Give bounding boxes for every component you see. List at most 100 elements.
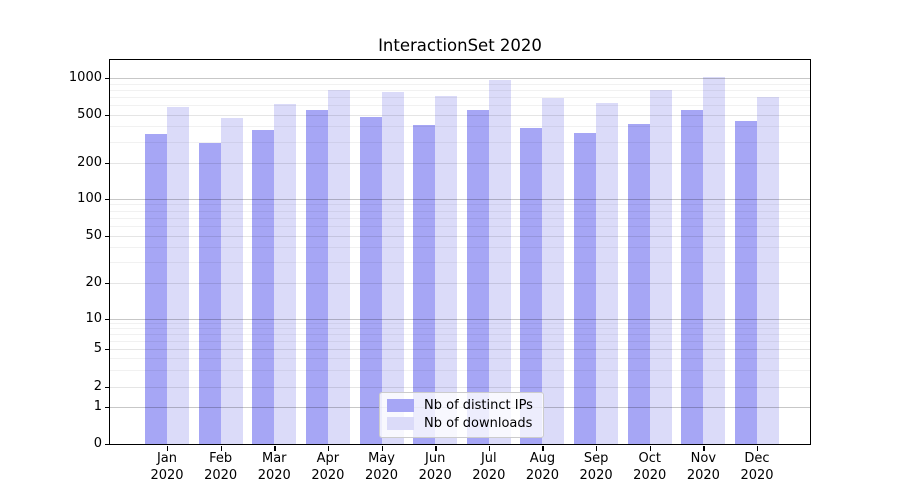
y-tick-label: 5 bbox=[93, 341, 102, 356]
x-tick-year: 2020 bbox=[150, 467, 184, 483]
x-tick-mark bbox=[756, 446, 759, 451]
y-tick-mark bbox=[105, 318, 109, 320]
bar-nb-of-downloads bbox=[220, 118, 243, 444]
x-tick-mark bbox=[327, 446, 330, 451]
bar-nb-of-downloads bbox=[488, 80, 511, 444]
x-tick-year: 2020 bbox=[257, 467, 291, 483]
bar-nb-of-distinct-ips bbox=[520, 127, 543, 444]
x-tick-label: Nov 2020 bbox=[671, 451, 735, 484]
x-tick-year: 2020 bbox=[418, 467, 452, 483]
x-tick-year: 2020 bbox=[579, 467, 613, 483]
gridline bbox=[110, 96, 810, 98]
bar-nb-of-distinct-ips bbox=[198, 143, 221, 444]
x-tick-mark bbox=[703, 446, 705, 451]
x-tick-month: Jun bbox=[425, 451, 446, 466]
bar-nb-of-downloads bbox=[381, 92, 404, 444]
y-tick-label: 1 bbox=[93, 399, 102, 414]
x-tick-label: Apr 2020 bbox=[296, 451, 360, 484]
bar-nb-of-downloads bbox=[542, 97, 565, 444]
y-tick-mark bbox=[105, 444, 109, 446]
gridline bbox=[110, 217, 810, 219]
gridline bbox=[110, 226, 810, 228]
bar-nb-of-distinct-ips bbox=[413, 125, 436, 444]
x-tick-month: Feb bbox=[209, 451, 233, 466]
gridline bbox=[110, 126, 810, 128]
x-tick-mark bbox=[274, 446, 276, 451]
legend-swatch bbox=[387, 399, 414, 412]
gridline bbox=[110, 83, 810, 85]
gridline bbox=[110, 340, 810, 342]
gridline bbox=[110, 328, 810, 330]
gridline bbox=[110, 349, 810, 350]
x-tick-label: Jan 2020 bbox=[135, 451, 199, 484]
bar-nb-of-distinct-ips bbox=[627, 124, 650, 444]
bar-nb-of-distinct-ips bbox=[359, 117, 382, 444]
x-tick-label: Oct 2020 bbox=[618, 451, 682, 484]
bar-nb-of-distinct-ips bbox=[145, 134, 167, 444]
x-tick-label: May 2020 bbox=[350, 451, 414, 484]
y-tick-mark bbox=[105, 387, 109, 389]
x-tick-mark bbox=[596, 446, 598, 451]
gridline bbox=[110, 204, 810, 206]
y-tick-label: 10 bbox=[85, 310, 102, 326]
gridline bbox=[110, 283, 810, 284]
y-tick-mark bbox=[105, 407, 109, 409]
x-tick-mark bbox=[649, 446, 652, 451]
y-tick-mark bbox=[105, 78, 109, 80]
x-tick-month: Aug bbox=[529, 451, 556, 466]
bar-nb-of-distinct-ips bbox=[252, 130, 275, 444]
gridline bbox=[110, 247, 810, 249]
x-tick-year: 2020 bbox=[686, 467, 720, 483]
bar-nb-of-downloads bbox=[703, 76, 726, 444]
legend-label: Nb of downloads bbox=[424, 416, 533, 431]
bar-nb-of-distinct-ips bbox=[574, 133, 597, 444]
x-tick-year: 2020 bbox=[364, 467, 399, 483]
gridline bbox=[110, 334, 810, 336]
y-tick-label: 0 bbox=[93, 436, 102, 451]
legend: Nb of distinct IPs Nb of downloads bbox=[379, 392, 544, 438]
x-tick-month: Mar bbox=[262, 451, 287, 466]
gridline bbox=[110, 198, 810, 200]
legend-item: Nb of distinct IPs bbox=[387, 398, 533, 413]
gridline bbox=[110, 89, 810, 91]
legend-swatch bbox=[387, 417, 414, 430]
bar-nb-of-downloads bbox=[167, 106, 189, 444]
x-tick-year: 2020 bbox=[204, 467, 238, 483]
gridline bbox=[110, 358, 810, 360]
gridline bbox=[110, 163, 810, 164]
bar-nb-of-downloads bbox=[649, 90, 672, 444]
x-tick-label: Aug 2020 bbox=[510, 451, 574, 484]
y-tick-mark bbox=[105, 236, 109, 238]
x-tick-month: Sep bbox=[583, 451, 609, 466]
y-tick-mark bbox=[105, 198, 109, 200]
x-tick-month: Jul bbox=[480, 451, 497, 466]
y-tick-label: 200 bbox=[77, 155, 102, 170]
x-tick-year: 2020 bbox=[311, 467, 345, 483]
x-tick-label: Jul 2020 bbox=[457, 451, 521, 484]
x-tick-mark bbox=[542, 446, 544, 451]
y-tick-mark bbox=[105, 283, 109, 285]
x-tick-mark bbox=[167, 446, 169, 451]
x-tick-month: Apr bbox=[316, 451, 340, 466]
bar-nb-of-distinct-ips bbox=[466, 110, 489, 444]
gridline bbox=[110, 387, 810, 388]
legend-label: Nb of distinct IPs bbox=[424, 398, 533, 413]
x-tick-label: Jun 2020 bbox=[403, 451, 467, 484]
plot-area bbox=[105, 59, 811, 451]
x-tick-mark bbox=[220, 446, 223, 451]
bar-nb-of-downloads bbox=[756, 96, 779, 444]
bar-nb-of-downloads bbox=[274, 104, 297, 444]
x-tick-month: Nov bbox=[690, 451, 717, 466]
gridline bbox=[110, 141, 810, 143]
x-tick-label: Dec 2020 bbox=[725, 451, 789, 484]
x-tick-year: 2020 bbox=[525, 467, 559, 483]
bar-nb-of-downloads bbox=[435, 96, 458, 444]
x-tick-month: Dec bbox=[744, 451, 770, 466]
x-tick-label: Sep 2020 bbox=[564, 451, 628, 484]
gridline bbox=[110, 78, 810, 79]
legend-item: Nb of downloads bbox=[387, 416, 533, 431]
gridline bbox=[110, 318, 810, 320]
x-tick-month: Jan bbox=[156, 451, 178, 466]
x-tick-mark bbox=[435, 446, 437, 451]
